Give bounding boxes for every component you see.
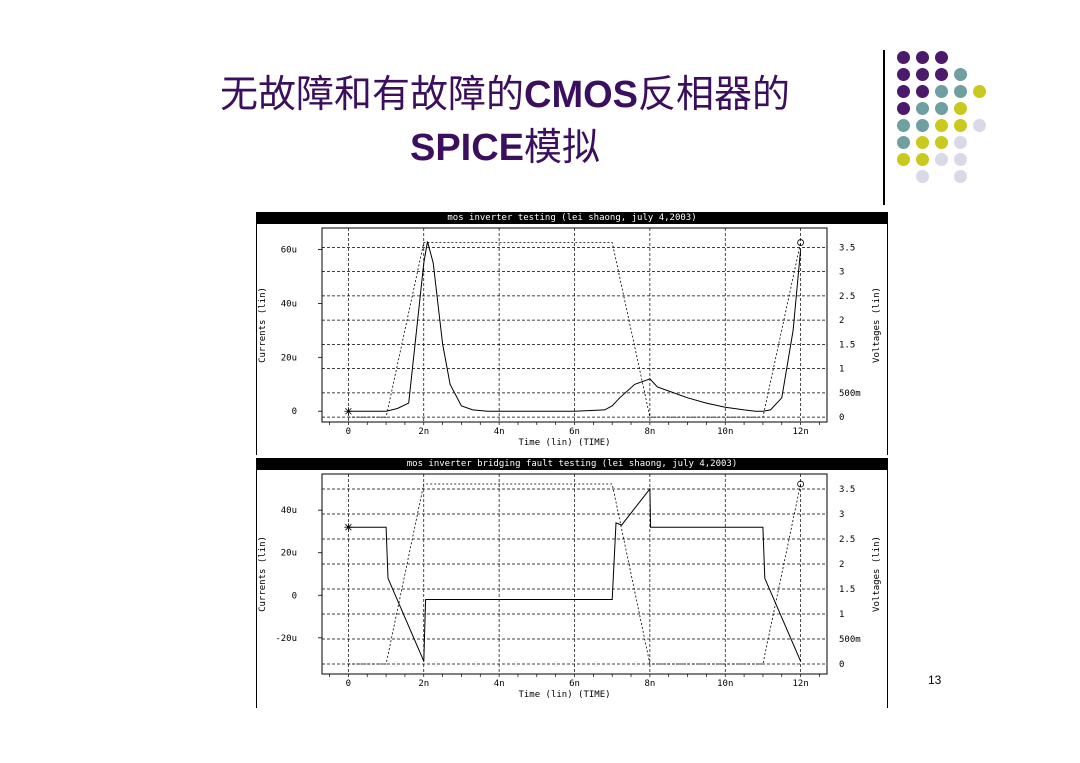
decorative-dot (935, 136, 948, 149)
decorative-dot (935, 85, 948, 98)
title-line-1: 无故障和有故障的CMOS反相器的 (140, 68, 870, 121)
y2-tick-label: 0 (839, 660, 844, 670)
decorative-dot (916, 170, 929, 183)
y2-tick-label: 500m (839, 389, 861, 399)
title-part: 反相器的 (638, 72, 791, 116)
decorative-dot (916, 68, 929, 81)
chart-panel-2: mos inverter bridging fault testing (lei… (256, 458, 888, 708)
x-tick-label: 4n (494, 679, 505, 689)
slide-title: 无故障和有故障的CMOS反相器的 SPICE模拟 (140, 68, 870, 174)
y2-tick-label: 3 (839, 510, 844, 520)
y-tick-label: 40u (281, 506, 297, 516)
y2-tick-label: 2 (839, 560, 844, 570)
x-tick-label: 0 (346, 679, 351, 689)
decorative-dot (916, 153, 929, 166)
decorative-dot (897, 119, 910, 132)
y2-tick-label: 500m (839, 635, 861, 645)
title-part: 模拟 (524, 125, 601, 169)
x-axis-label: Time (lin) (TIME) (518, 690, 610, 700)
y-tick-label: -20u (275, 634, 297, 644)
x-tick-label: 8n (644, 679, 655, 689)
chart-svg-2: 0 2n 4n 6n 8n 10n 12n 0 500m 1 1.5 2 2.5 3 3.5 -20u 0 20u… (258, 473, 882, 700)
y-axis-label: Currents (lin) (258, 536, 268, 612)
y2-tick-label: 3 (839, 268, 844, 278)
title-part: CMOS (524, 74, 638, 116)
decorative-dot (935, 102, 948, 115)
decorative-dot (935, 119, 948, 132)
y-tick-label: 0 (292, 591, 297, 601)
decorative-dot (954, 170, 967, 183)
x-tick-label: 6n (569, 427, 580, 437)
decorative-dot (897, 85, 910, 98)
decorative-dot (897, 153, 910, 166)
decorative-dot (954, 153, 967, 166)
voltage-series-line (348, 483, 801, 665)
page-number: 13 (928, 673, 942, 687)
y-tick-label: 20u (281, 549, 297, 559)
y2-tick-label: 2 (839, 316, 844, 326)
decorative-dot (935, 51, 948, 64)
start-marker (344, 407, 353, 416)
decorative-dot (897, 51, 910, 64)
x-tick-label: 4n (494, 427, 505, 437)
y2-axis-label: Voltages (lin) (872, 287, 882, 363)
x-tick-label: 2n (418, 679, 429, 689)
y-tick-label: 60u (281, 246, 297, 256)
y2-tick-label: 2.5 (839, 535, 855, 545)
y-axis-label: Currents (lin) (258, 287, 268, 363)
decorative-dot (916, 102, 929, 115)
x-tick-label: 10n (717, 427, 733, 437)
y-tick-label: 40u (281, 299, 297, 309)
y2-tick-label: 1 (839, 610, 844, 620)
x-tick-label: 0 (346, 427, 351, 437)
decorative-dot (916, 85, 929, 98)
current-series-line (348, 241, 802, 412)
y2-tick-label: 3.5 (839, 485, 855, 495)
decorative-dot (973, 119, 986, 132)
x-tick-label: 12n (792, 679, 808, 689)
chart-svg-1: 0 2n 4n 6n 8n 10n 12n 0 500m 1 1.5 2 2.5 3 3.5 0 20u 40u 6… (258, 227, 882, 448)
decorative-dot (973, 85, 986, 98)
x-tick-label: 2n (418, 427, 429, 437)
end-marker (797, 480, 805, 488)
x-tick-label: 8n (644, 427, 655, 437)
y-tick-label: 20u (281, 353, 297, 363)
decorative-dot (916, 136, 929, 149)
y2-tick-label: 0 (839, 413, 844, 423)
title-part: SPICE (409, 127, 525, 169)
x-tick-label: 10n (717, 679, 733, 689)
decorative-dot (916, 119, 929, 132)
x-tick-label: 6n (569, 679, 580, 689)
decorative-dot (954, 119, 967, 132)
y2-tick-label: 1.5 (839, 585, 855, 595)
y2-tick-label: 1 (839, 365, 844, 375)
decorative-dot (897, 102, 910, 115)
decorative-dot (935, 68, 948, 81)
decorative-dot (954, 102, 967, 115)
y2-tick-label: 3.5 (839, 243, 855, 253)
y2-tick-label: 1.5 (839, 340, 855, 350)
title-divider (883, 50, 885, 205)
current-series-line (348, 487, 802, 662)
chart-title: mos inverter bridging fault testing (lei… (257, 458, 887, 470)
title-line-2: SPICE模拟 (140, 121, 870, 174)
x-axis-label: Time (lin) (TIME) (518, 438, 610, 448)
y2-tick-label: 2.5 (839, 292, 855, 302)
end-marker (797, 239, 805, 246)
decorative-dot (897, 136, 910, 149)
x-tick-label: 12n (792, 427, 808, 437)
decorative-dot (954, 68, 967, 81)
decorative-dot (954, 85, 967, 98)
chart-title: mos inverter testing (lei shaong, july 4… (257, 212, 887, 224)
voltage-series-line (348, 242, 801, 418)
y2-axis-label: Voltages (lin) (872, 536, 882, 612)
decorative-dot (897, 68, 910, 81)
decorative-dot (935, 153, 948, 166)
start-marker (344, 523, 353, 532)
chart-panel-1: mos inverter testing (lei shaong, july 4… (256, 212, 888, 455)
decorative-dot (954, 136, 967, 149)
decorative-dot (916, 51, 929, 64)
title-part: 无故障和有故障的 (219, 72, 524, 116)
y-tick-label: 0 (292, 407, 297, 417)
